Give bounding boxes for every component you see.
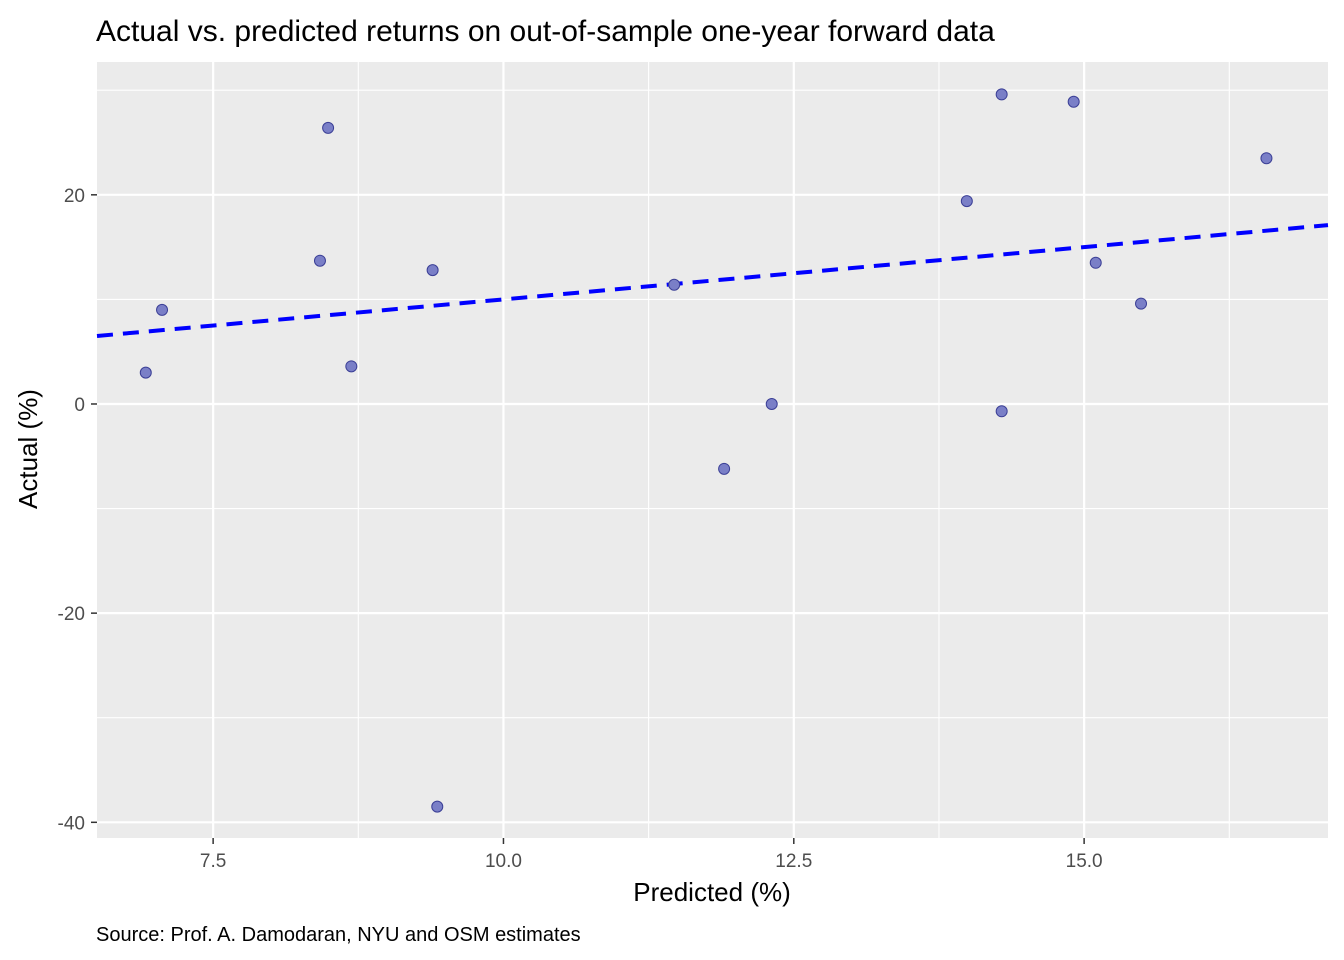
data-point <box>156 303 169 316</box>
data-point <box>426 264 439 277</box>
data-point <box>765 397 778 410</box>
dashed-reference-line <box>96 223 1329 338</box>
data-point <box>1135 297 1148 310</box>
plot-panel <box>97 62 1328 838</box>
chart-title: Actual vs. predicted returns on out-of-s… <box>96 15 995 48</box>
data-point <box>995 405 1008 418</box>
y-tick-label: 20 <box>64 186 85 207</box>
major-gridlines <box>97 62 1328 838</box>
data-point <box>718 462 731 475</box>
y-tick-label: -40 <box>58 813 85 834</box>
y-axis-title: Actual (%) <box>13 389 43 509</box>
data-point <box>960 195 973 208</box>
data-point <box>345 360 358 373</box>
y-axis-ticks: -40 -20 0 20 <box>58 186 97 834</box>
x-tick-label: 10.0 <box>485 851 522 872</box>
reference-line <box>96 223 1329 338</box>
data-point <box>1067 95 1080 108</box>
data-point <box>139 366 152 379</box>
data-point <box>431 800 444 813</box>
data-point <box>1260 152 1273 165</box>
x-axis-ticks: 7.5 10.0 12.5 15.0 <box>200 838 1103 872</box>
x-tick-label: 15.0 <box>1066 851 1103 872</box>
data-points <box>139 88 1273 813</box>
x-axis-title: Predicted (%) <box>633 877 791 907</box>
data-point <box>1089 256 1102 269</box>
data-point <box>313 254 326 267</box>
x-tick-label: 12.5 <box>775 851 812 872</box>
x-tick-label: 7.5 <box>200 851 226 872</box>
source-caption: Source: Prof. A. Damodaran, NYU and OSM … <box>96 924 581 946</box>
minor-gridlines <box>97 62 1328 838</box>
data-point <box>995 88 1008 101</box>
data-point <box>668 278 681 291</box>
y-tick-label: 0 <box>74 395 85 416</box>
data-point <box>322 121 335 134</box>
y-tick-label: -20 <box>58 604 85 625</box>
